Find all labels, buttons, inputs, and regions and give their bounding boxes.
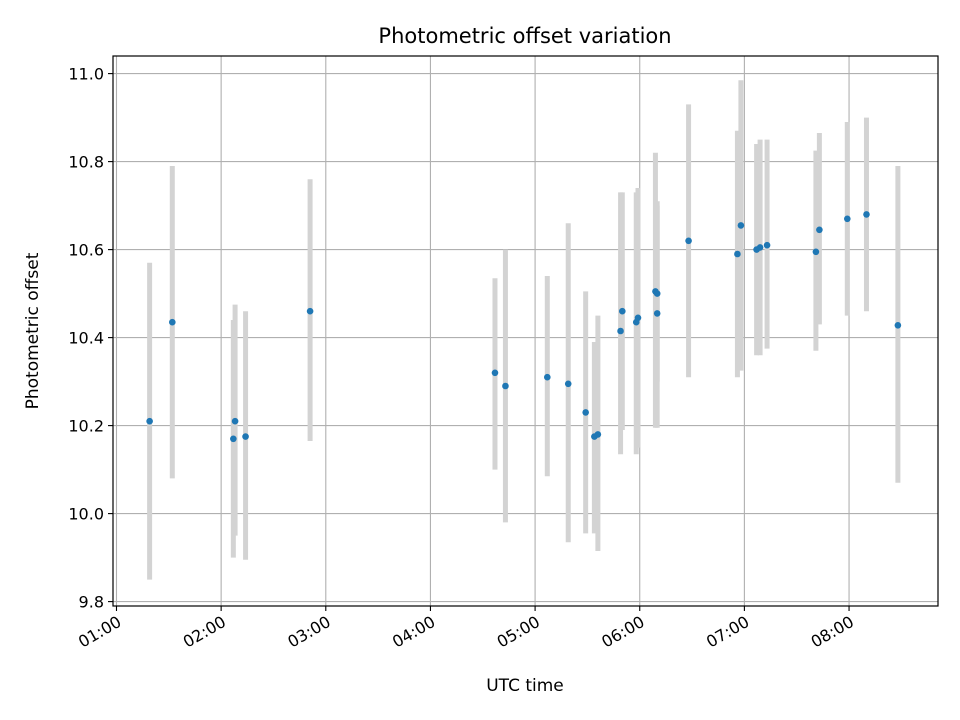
data-point — [653, 290, 661, 297]
data-point — [894, 321, 902, 329]
data-point — [231, 417, 239, 425]
data-point — [491, 369, 499, 377]
data-point — [844, 215, 851, 223]
data-point — [582, 409, 589, 416]
y-tick-label: 10.8 — [68, 153, 104, 172]
data-point — [685, 237, 692, 245]
data-point — [502, 382, 509, 390]
data-point — [737, 222, 745, 229]
y-tick-label: 10.2 — [68, 417, 104, 436]
data-point — [564, 380, 572, 388]
data-point — [816, 226, 823, 234]
data-point — [306, 307, 314, 315]
data-point — [619, 307, 626, 315]
data-point — [230, 435, 237, 443]
x-axis-label: UTC time — [486, 676, 564, 696]
y-axis-label: Photometric offset — [23, 252, 43, 409]
data-point — [242, 433, 249, 440]
y-tick-label: 11.0 — [68, 65, 104, 84]
y-tick-label: 10.0 — [68, 505, 104, 524]
y-tick-label: 9.8 — [79, 593, 104, 612]
plot-frame — [112, 55, 939, 607]
data-point — [634, 314, 642, 322]
chart-title: Photometric offset variation — [378, 24, 671, 48]
data-point — [812, 248, 820, 256]
data-point — [756, 244, 764, 251]
data-point — [653, 310, 661, 317]
data-point — [617, 327, 624, 335]
y-tick-label: 10.4 — [68, 329, 104, 348]
data-point — [863, 211, 870, 218]
data-point — [734, 250, 741, 258]
data-point — [763, 241, 771, 249]
y-axis-ticks: 9.8 10.0 10.2 10.4 10.6 10.8 11.0 — [68, 65, 113, 612]
data-point — [146, 417, 153, 425]
y-tick-label: 10.6 — [68, 241, 104, 260]
data-points — [146, 211, 902, 443]
data-point — [169, 318, 176, 326]
data-point — [544, 373, 551, 381]
data-point — [594, 431, 602, 438]
